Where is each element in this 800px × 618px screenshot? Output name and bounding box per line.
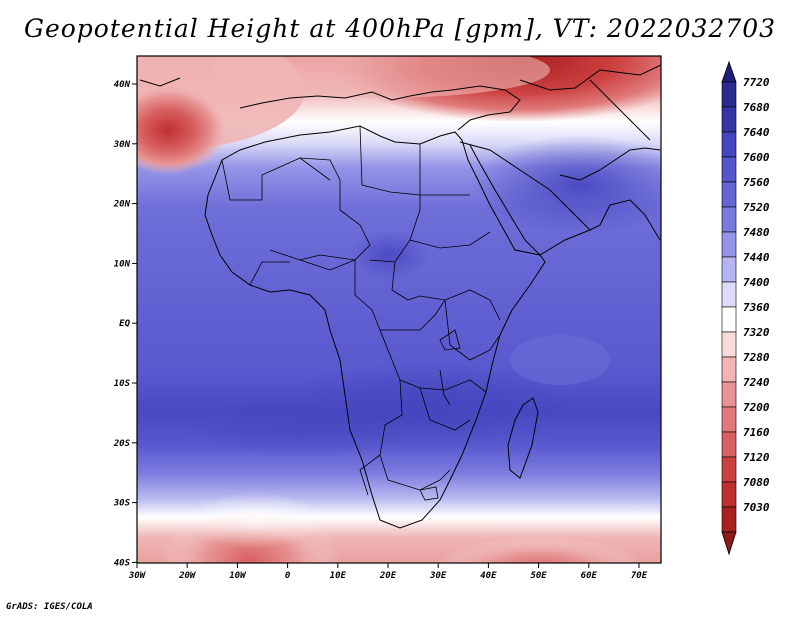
colorbar-label: 7200 (743, 401, 770, 414)
longitude-axis: 30W 20W 10W 0 10E 20E 30E 40E 50E 60E 70E (128, 563, 648, 581)
colorbar-label: 7280 (743, 351, 770, 364)
colorbar-label: 7480 (743, 226, 770, 239)
colorbar-label: 7400 (743, 276, 770, 289)
lon-tick-label: 20E (379, 571, 397, 581)
credit-text: GrADS: IGES/COLA (6, 602, 93, 612)
colorbar-label: 7320 (743, 326, 770, 339)
lon-tick-label: 50E (530, 571, 547, 581)
lat-tick-label: 40S (114, 558, 131, 568)
colorbar-label: 7440 (743, 251, 770, 264)
colorbar-label: 7600 (743, 151, 770, 164)
colorbar-swatch (721, 81, 737, 108)
colorbar-swatch (721, 281, 737, 308)
colorbar-swatch (721, 506, 737, 533)
lon-tick-label: 10E (330, 571, 347, 581)
colorbar-swatch (721, 306, 737, 333)
colorbar-swatch (721, 406, 737, 433)
colorbar-label: 7360 (743, 301, 770, 314)
lon-tick-label: 20W (178, 571, 197, 581)
colorbar-label: 7080 (743, 476, 770, 489)
colorbar-swatch (721, 481, 737, 508)
lat-tick-label: 10S (114, 379, 131, 389)
geopotential-field (137, 56, 661, 563)
colorbar-label: 7680 (743, 101, 770, 114)
colorbar-swatch (721, 381, 737, 408)
colorbar-swatch (721, 456, 737, 483)
colorbar-label: 7240 (743, 376, 770, 389)
map-title: Geopotential Height at 400hPa [gpm], VT:… (23, 14, 777, 43)
lon-tick-label: 70E (631, 571, 648, 581)
country-borders (221, 125, 501, 501)
colorbar-bottom-arrow (721, 531, 737, 556)
colorbar-swatch (721, 106, 737, 133)
colorbar-swatch (721, 331, 737, 358)
colorbar-swatch (721, 206, 737, 233)
colorbar-swatch (721, 231, 737, 258)
lon-tick-label: 0 (285, 571, 291, 581)
colorbar-swatch (721, 356, 737, 383)
colorbar: 7720 7680 7640 7600 7560 7520 7480 7440 7400 7360… (721, 60, 770, 556)
colorbar-label: 7030 (743, 501, 770, 514)
lat-tick-label: 30S (113, 499, 131, 509)
lat-tick-label: 30N (113, 140, 131, 150)
lat-tick-label: 20S (113, 439, 131, 449)
lat-tick-label: 40N (114, 80, 131, 90)
colorbar-swatch (721, 156, 737, 183)
lon-tick-label: 10W (229, 571, 247, 581)
map-frame (136, 55, 662, 564)
latitude-axis: 40N 30N 20N 10N EQ 10S 20S 30S 40S (113, 80, 137, 568)
colorbar-label: 7560 (743, 176, 770, 189)
lon-tick-label: 60E (581, 571, 598, 581)
colorbar-label: 7640 (743, 126, 770, 139)
coastlines (139, 64, 661, 529)
colorbar-label: 7720 (743, 76, 770, 89)
colorbar-label: 7520 (743, 201, 770, 214)
lat-tick-label: EQ (119, 319, 130, 329)
lon-tick-label: 30W (128, 571, 147, 581)
colorbar-swatch (721, 181, 737, 208)
lat-tick-label: 10N (114, 259, 131, 269)
colorbar-swatch (721, 131, 737, 158)
colorbar-label: 7160 (743, 426, 770, 439)
colorbar-swatch (721, 431, 737, 458)
lon-tick-label: 40E (480, 571, 497, 581)
colorbar-label: 7120 (743, 451, 770, 464)
lat-tick-label: 20N (113, 200, 131, 210)
map-figure: 40N 30N 20N 10N EQ 10S 20S 30S 40S 30W 20W 10W 0 10E… (113, 55, 770, 581)
colorbar-swatch (721, 256, 737, 283)
lon-tick-label: 30E (429, 571, 447, 581)
colorbar-top-arrow (721, 60, 737, 83)
